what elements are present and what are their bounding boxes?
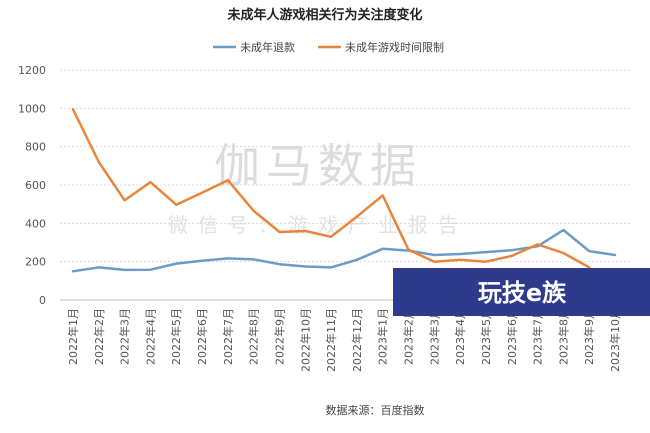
x-tick-label: 2022年8月	[247, 308, 261, 365]
x-tick-label: 2023年4月	[453, 308, 467, 365]
source-note: 数据来源：百度指数	[326, 403, 425, 417]
x-tick-label: 2022年2月	[92, 308, 106, 365]
brand-banner-background	[393, 268, 650, 316]
gridlines	[60, 69, 630, 263]
x-tick-label: 2023年8月	[556, 308, 570, 365]
x-tick-label: 2022年9月	[272, 308, 286, 365]
x-tick-label: 2022年7月	[221, 308, 235, 365]
x-tick-label: 2022年5月	[169, 308, 183, 365]
legend-label-time-limit: 未成年游戏时间限制	[345, 40, 444, 54]
x-tick-label: 2023年10月	[608, 308, 622, 372]
x-tick-label: 2023年6月	[505, 308, 519, 365]
x-tick-label: 2022年12月	[350, 308, 364, 372]
legend: 未成年退款 未成年游戏时间限制	[213, 40, 444, 54]
x-tick-label: 2022年10月	[298, 308, 312, 372]
x-tick-label: 2023年3月	[427, 308, 441, 365]
legend-label-refund: 未成年退款	[240, 40, 295, 54]
x-tick-label: 2022年11月	[324, 308, 338, 372]
y-tick-label: 400	[25, 217, 46, 230]
x-tick-label: 2022年6月	[195, 308, 209, 365]
x-tick-label: 2023年1月	[376, 308, 390, 365]
x-tick-label: 2023年2月	[402, 308, 416, 365]
x-tick-label: 2023年9月	[582, 308, 596, 365]
x-tick-label: 2023年5月	[479, 308, 493, 365]
x-tick-label: 2022年3月	[118, 308, 132, 365]
y-tick-label: 800	[25, 141, 46, 154]
x-tick-label: 2023年7月	[531, 308, 545, 365]
watermark: 伽马数据 微信号：游戏产业报告	[168, 139, 458, 237]
y-tick-label: 200	[25, 256, 46, 269]
brand-banner-text: 玩技e族	[478, 279, 567, 307]
x-tick-label: 2022年4月	[143, 308, 157, 365]
watermark-main-text: 伽马数据	[214, 139, 422, 193]
y-axis-ticks: 0 200 400 600 800 1000 1200	[18, 64, 46, 307]
x-axis-ticks: 2022年1月 2022年2月 2022年3月 2022年4月 2022年5月 2022年…	[66, 308, 622, 372]
series-line-time-limit	[71, 108, 591, 269]
x-tick-label: 2022年1月	[66, 308, 80, 365]
series-lines	[71, 108, 617, 273]
y-tick-label: 1200	[18, 64, 46, 77]
y-tick-label: 1000	[18, 102, 46, 115]
chart-title: 未成年人游戏相关行为关注度变化	[226, 7, 422, 23]
y-tick-label: 0	[39, 294, 46, 307]
brand-banner: 玩技e族	[393, 268, 650, 316]
y-tick-label: 600	[25, 179, 46, 192]
series-line-refund	[71, 228, 617, 273]
